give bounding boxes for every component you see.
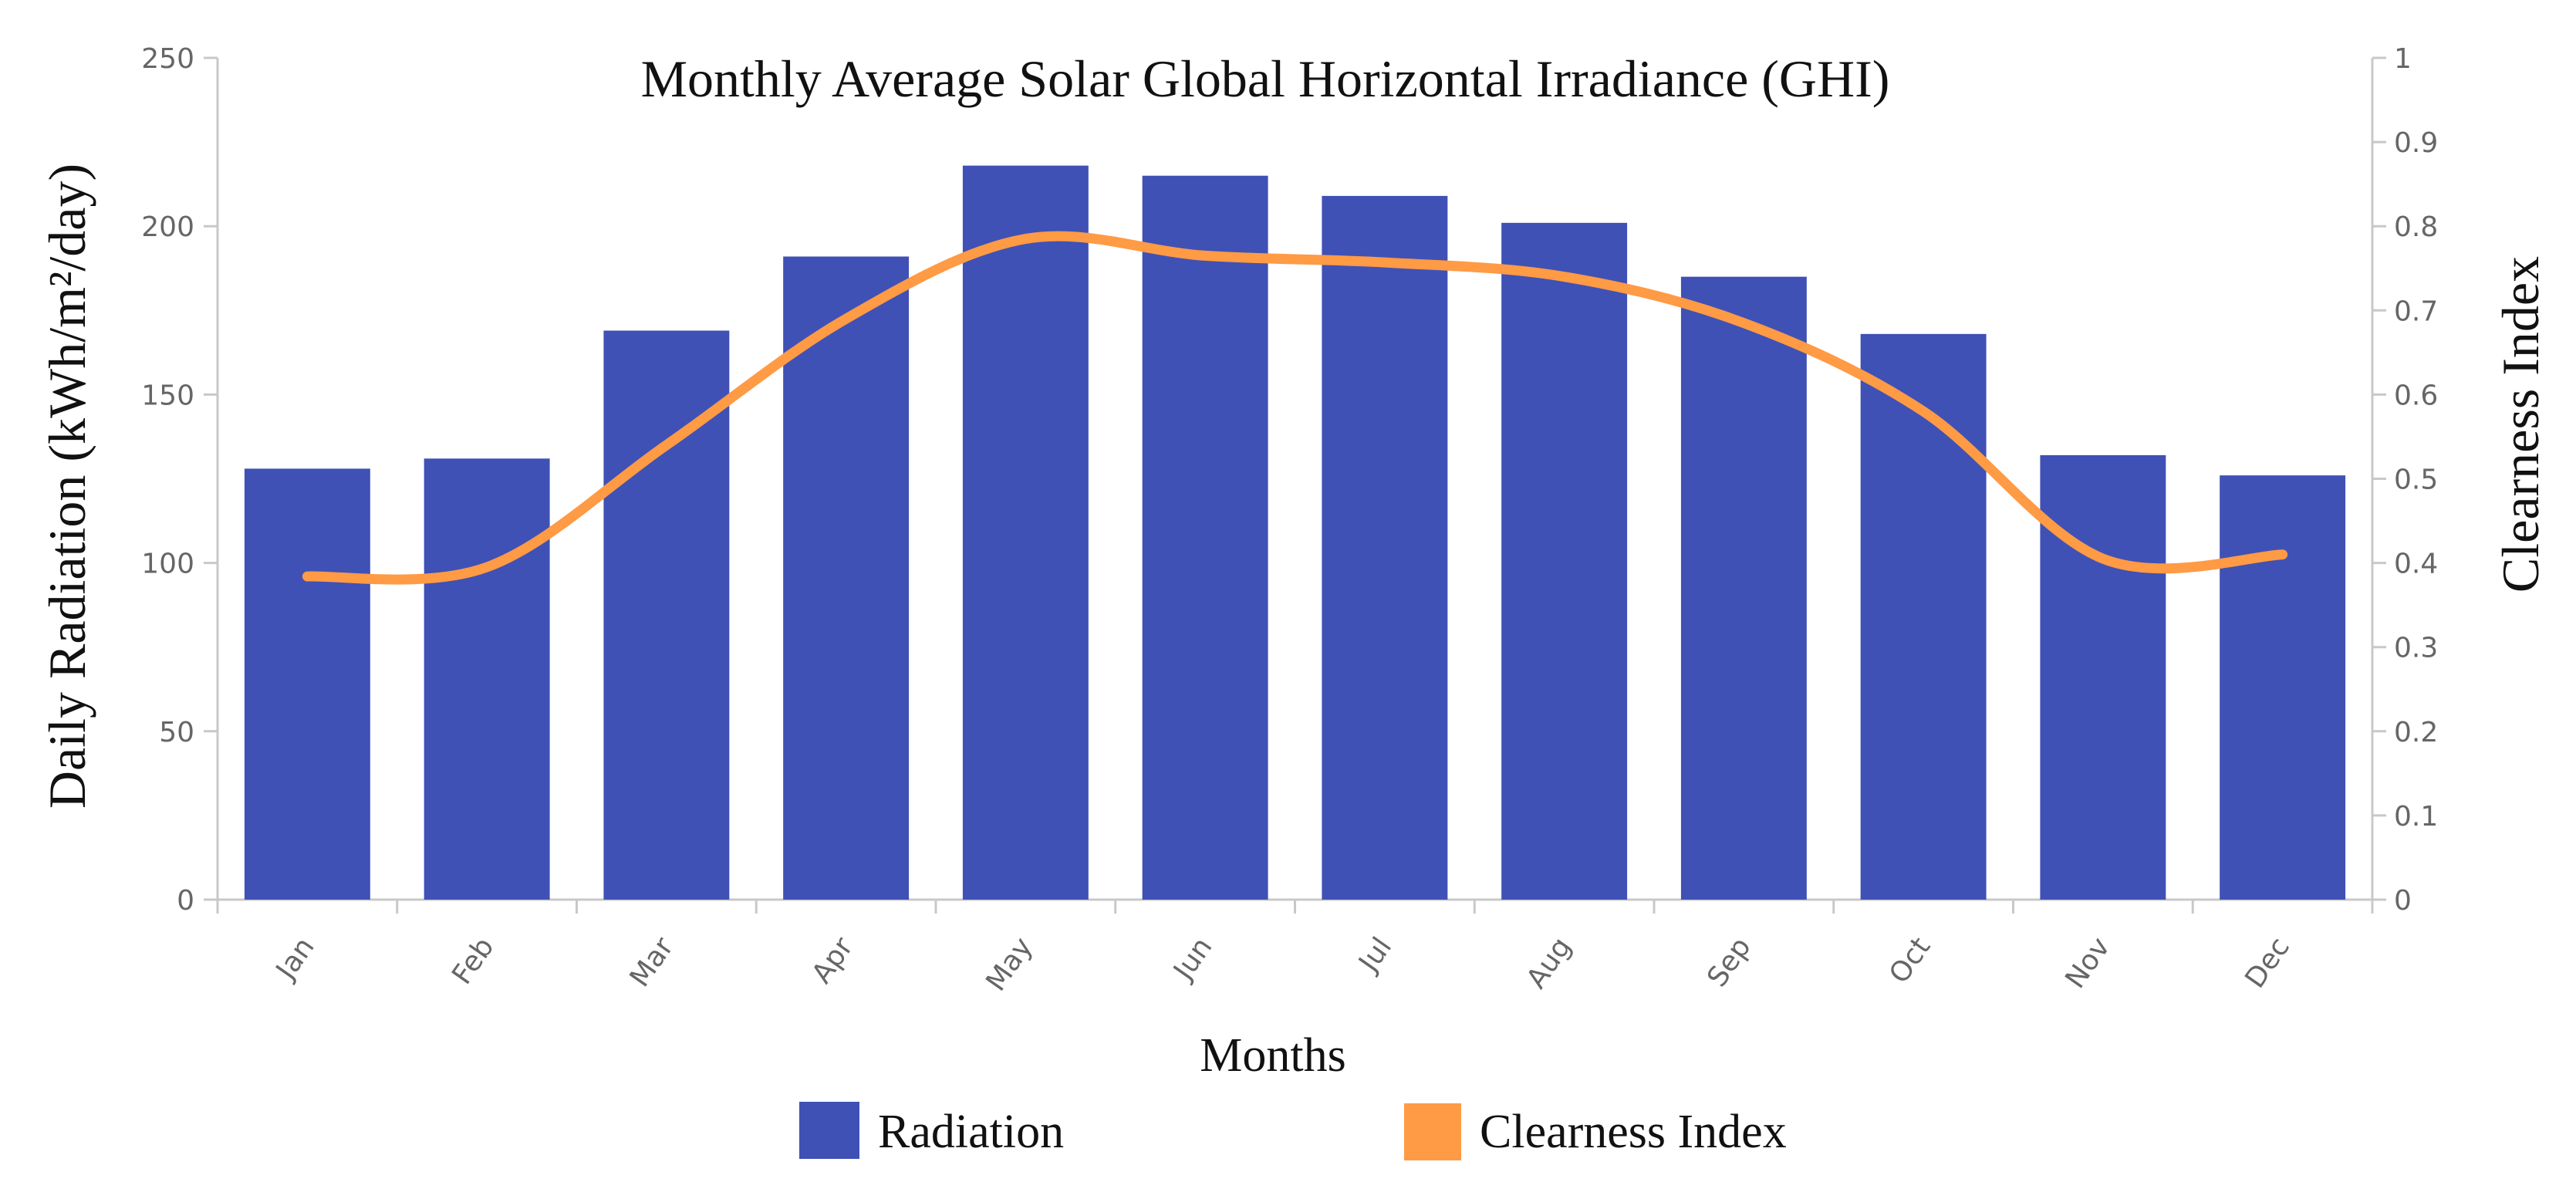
clearness-point-feb: [486, 566, 488, 568]
bar-feb: [424, 458, 550, 900]
y2-tick-label: 0: [2394, 885, 2412, 917]
y2-axis-label: Clearness Index: [2491, 256, 2550, 593]
clearness-point-jul: [1384, 262, 1386, 263]
y2-tick-label: 0.3: [2394, 633, 2438, 664]
legend-swatch-clearness-index: [1404, 1103, 1461, 1160]
y-tick-label: 100: [141, 549, 194, 580]
y2-tick-label: 0.2: [2394, 717, 2438, 748]
clearness-point-sep: [1743, 323, 1744, 324]
legend-label-clearness-index: Clearness Index: [1480, 1106, 1787, 1158]
x-axis-label: Months: [1200, 1029, 1345, 1082]
y-tick-label: 200: [141, 211, 194, 243]
y2-tick-label: 0.4: [2394, 549, 2438, 580]
bar-may: [962, 165, 1089, 900]
y-tick-label: 50: [159, 717, 194, 748]
bar-jan: [244, 468, 370, 900]
bar-mar: [603, 330, 730, 900]
y2-tick-label: 0.8: [2394, 211, 2438, 243]
clearness-point-nov: [2102, 558, 2104, 559]
clearness-point-jun: [1204, 255, 1206, 256]
y2-tick-label: 0.6: [2394, 380, 2438, 411]
clearness-point-oct: [1923, 410, 1924, 412]
legend: Radiation Clearness Index: [799, 1102, 1787, 1160]
y2-tick-label: 1: [2394, 43, 2412, 75]
bars: [244, 165, 2346, 900]
clearness-point-aug: [1564, 276, 1565, 278]
bar-apr: [783, 256, 910, 900]
y-tick-label: 250: [141, 43, 194, 75]
bar-jul: [1322, 195, 1448, 900]
legend-label-radiation: Radiation: [878, 1106, 1064, 1158]
clearness-point-apr: [846, 318, 847, 319]
bar-dec: [2220, 475, 2346, 900]
legend-swatch-radiation: [799, 1102, 859, 1159]
y2-tick-label: 0.5: [2394, 464, 2438, 496]
clearness-point-jan: [306, 576, 308, 577]
y2-tick-label: 0.1: [2394, 801, 2438, 833]
clearness-point-mar: [666, 444, 667, 446]
chart-title: Monthly Average Solar Global Horizontal …: [641, 49, 1890, 108]
y2-tick-label: 0.7: [2394, 296, 2438, 327]
clearness-line-layer: [302, 231, 2288, 585]
bar-jun: [1142, 175, 1268, 900]
y2-tick-label: 0.9: [2394, 127, 2438, 159]
y-tick-label: 0: [177, 885, 194, 917]
clearness-point-dec: [2282, 554, 2284, 556]
clearness-index-line: [302, 231, 2288, 585]
bar-sep: [1680, 276, 1807, 900]
bar-oct: [1860, 333, 1987, 900]
y-axis-label: Daily Radiation (kWh/m²/day): [38, 164, 96, 809]
bar-nov: [2040, 454, 2166, 900]
bar-aug: [1501, 222, 1628, 900]
clearness-point-may: [1025, 238, 1026, 240]
y-tick-label: 150: [141, 380, 194, 411]
